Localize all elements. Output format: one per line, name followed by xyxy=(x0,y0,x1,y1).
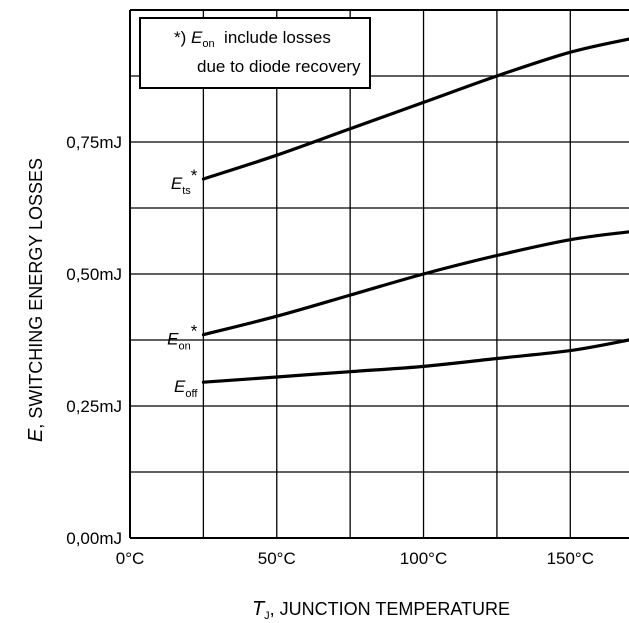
curve-label-suffix: * xyxy=(191,166,198,185)
curve-labels: Ets*Eon*Eoff xyxy=(167,166,198,400)
annotation-line1-rest: include losses xyxy=(215,28,331,47)
x-axis-symbol: T xyxy=(252,598,266,620)
grid xyxy=(129,10,629,538)
annotation-frame xyxy=(139,17,371,89)
y-tick-label: 0,75mJ xyxy=(66,133,122,152)
x-tick-label: 50°C xyxy=(258,549,296,568)
curve-label-symbol: E xyxy=(174,377,186,396)
annotation-line-2: due to diode recovery xyxy=(197,57,361,76)
tick-labels: 0,00mJ 0,25mJ 0,50mJ 0,75mJ 0°C 50°C 100°C 150°… xyxy=(66,133,594,568)
y-axis-text: , SWITCHING ENERGY LOSSES xyxy=(26,158,46,429)
curve-label-subscript: off xyxy=(185,388,198,400)
y-tick-label: 0,50mJ xyxy=(66,265,122,284)
x-axis-text: , JUNCTION TEMPERATURE xyxy=(270,599,510,619)
curve-off xyxy=(201,338,629,384)
curves xyxy=(201,37,629,384)
annotation-line-1: *) Eon include losses xyxy=(174,28,331,50)
y-axis-title: E, SWITCHING ENERGY LOSSES xyxy=(25,158,47,442)
curve-label-ts: Ets* xyxy=(171,166,198,197)
curve-label-subscript: on xyxy=(179,341,191,353)
x-axis-subscript: J xyxy=(264,610,270,622)
curve-label-suffix: * xyxy=(191,322,198,341)
y-tick-label: 0,00mJ xyxy=(66,529,122,548)
curve-label-symbol: E xyxy=(167,330,179,349)
annotation-symbol: E xyxy=(191,28,203,47)
curve-label-off: Eoff xyxy=(174,377,198,400)
annotation-subscript: on xyxy=(202,38,214,50)
x-tick-label: 150°C xyxy=(547,549,594,568)
y-tick-label: 0,25mJ xyxy=(66,397,122,416)
annotation-prefix: *) xyxy=(174,28,191,47)
curve-on xyxy=(201,230,629,337)
curve-ts xyxy=(201,37,629,181)
x-axis-title: TJ, JUNCTION TEMPERATURE xyxy=(252,598,510,622)
annotation-box: *) Eon include losses due to diode recov… xyxy=(139,17,371,89)
curve-label-subscript: ts xyxy=(182,185,191,197)
y-axis-symbol: E xyxy=(25,428,47,442)
x-tick-label: 100°C xyxy=(400,549,447,568)
x-tick-label: 0°C xyxy=(116,549,145,568)
curve-label-symbol: E xyxy=(171,174,183,193)
curve-label-on: Eon* xyxy=(167,322,198,353)
axes xyxy=(129,9,629,539)
